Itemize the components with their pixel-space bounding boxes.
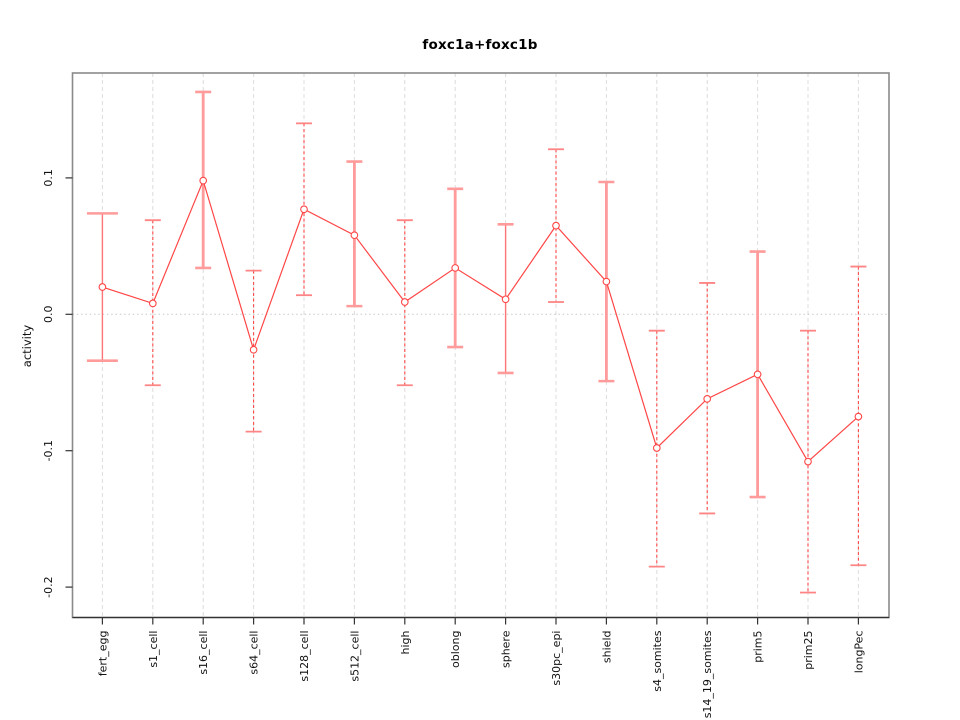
data-point-shield <box>602 277 611 286</box>
plot-border <box>71 72 890 619</box>
series-line <box>102 178 859 463</box>
error-bar-s1_cell <box>144 219 161 387</box>
y-axis: 0.1 0.0 -0.1 -0.2 <box>42 169 73 598</box>
data-point-s16_cell <box>199 176 208 185</box>
x-tick-label-shield: shield <box>600 631 613 664</box>
data-point-s128_cell <box>300 205 308 214</box>
error-bar-longPec <box>850 265 867 567</box>
data-points <box>98 176 863 466</box>
x-tick-label-prim5: prim5 <box>752 631 765 663</box>
series-polyline <box>102 178 859 463</box>
x-tick-label-s16_cell: s16_cell <box>197 631 210 675</box>
x-tick-label-s30pc_epi: s30pc_epi <box>550 631 563 686</box>
data-point-sphere <box>501 295 510 304</box>
data-point-high <box>400 298 409 306</box>
error-bar-high <box>396 219 413 387</box>
y-tick-label: 0.0 <box>42 306 55 324</box>
x-tick-label-oblong: oblong <box>449 631 462 668</box>
x-tick-label-fert_egg: fert_egg <box>96 631 109 677</box>
data-point-prim5 <box>753 370 762 379</box>
y-tick-label: -0.2 <box>42 576 55 597</box>
x-tick-label-longPec: longPec <box>852 631 865 674</box>
data-point-longPec <box>854 412 863 421</box>
chart-title: foxc1a+foxc1b <box>422 37 538 53</box>
x-axis: fert_egg s1_cell s16_cell s64_cell s128_cell… <box>96 617 865 718</box>
data-point-s64_cell <box>249 345 258 354</box>
x-tick-label-s1_cell: s1_cell <box>147 631 160 668</box>
error-bar-s14_19_somites <box>699 282 716 515</box>
y-tick-label: -0.1 <box>42 440 55 461</box>
x-tick-label-s128_cell: s128_cell <box>298 631 311 682</box>
data-point-s512_cell <box>350 231 359 240</box>
data-point-s1_cell <box>148 299 157 308</box>
x-tick-label-sphere: sphere <box>500 630 513 668</box>
x-tick-label-s64_cell: s64_cell <box>248 631 261 675</box>
data-point-prim25 <box>804 457 812 466</box>
gridlines <box>72 73 889 618</box>
x-tick-label-s14_19_somites: s14_19_somites <box>701 630 714 718</box>
error-bars <box>86 90 867 594</box>
plot-box <box>71 72 890 619</box>
x-tick-label-prim25: prim25 <box>802 631 815 670</box>
x-tick-label-high: high <box>399 630 412 654</box>
data-point-s14_19_somites <box>703 395 712 403</box>
error-bar-s30pc_epi <box>548 148 564 303</box>
x-tick-label-s512_cell: s512_cell <box>348 631 361 682</box>
data-point-fert_egg <box>98 283 107 291</box>
data-point-oblong <box>451 264 460 272</box>
data-point-s30pc_epi <box>552 221 560 230</box>
y-tick-label: 0.1 <box>42 169 55 187</box>
data-point-s4_somites <box>652 444 661 452</box>
x-tick-label-s4_somites: s4_somites <box>651 630 664 692</box>
